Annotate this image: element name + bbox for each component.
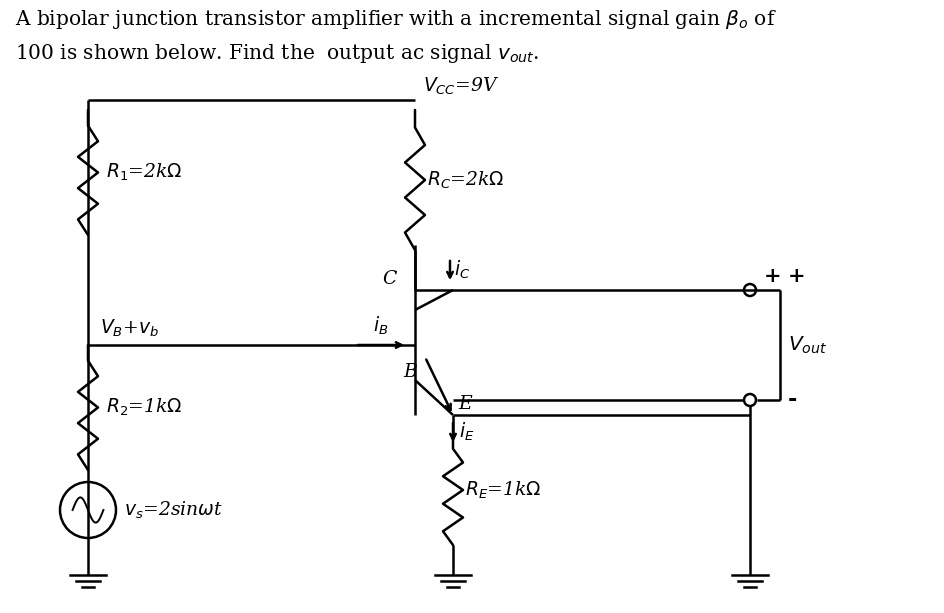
Text: B: B (403, 363, 416, 381)
Text: $R_E$=1k$\Omega$: $R_E$=1k$\Omega$ (464, 479, 541, 501)
Text: $i_E$: $i_E$ (459, 421, 474, 443)
Text: $i_C$: $i_C$ (453, 259, 470, 281)
Text: $R_2$=1k$\Omega$: $R_2$=1k$\Omega$ (106, 397, 182, 417)
Text: -: - (787, 389, 797, 411)
Text: E: E (458, 395, 471, 413)
Text: +: + (763, 266, 781, 286)
Text: $R_C$=2k$\Omega$: $R_C$=2k$\Omega$ (427, 169, 504, 191)
Text: C: C (382, 270, 396, 288)
Text: +: + (787, 266, 805, 286)
Text: $V_{CC}$=9V: $V_{CC}$=9V (423, 75, 499, 97)
Text: $i_B$: $i_B$ (373, 314, 388, 337)
Text: $V_B$+$v_b$: $V_B$+$v_b$ (100, 318, 159, 339)
Text: A bipolar junction transistor amplifier with a incremental signal gain $\beta_o$: A bipolar junction transistor amplifier … (15, 8, 776, 31)
Circle shape (743, 284, 755, 296)
Text: 100 is shown below. Find the  output ac signal $v_{out}$.: 100 is shown below. Find the output ac s… (15, 42, 539, 65)
Text: $V_{out}$: $V_{out}$ (787, 334, 826, 356)
Circle shape (743, 394, 755, 406)
Text: $v_s$=2sin$\omega$t: $v_s$=2sin$\omega$t (124, 500, 223, 520)
Text: $R_1$=2k$\Omega$: $R_1$=2k$\Omega$ (106, 161, 182, 183)
